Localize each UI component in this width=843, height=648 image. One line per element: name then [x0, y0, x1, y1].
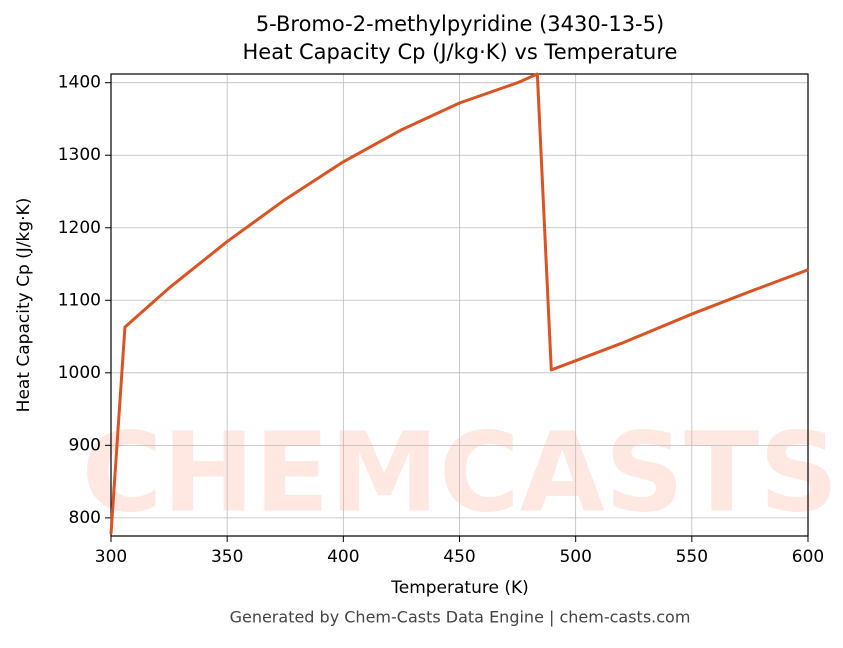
x-tick-label: 300 [95, 547, 127, 567]
x-tick-label: 550 [676, 547, 708, 567]
x-tick-label: 450 [443, 547, 475, 567]
x-tick-label: 400 [327, 547, 359, 567]
y-tick-label: 1200 [58, 218, 101, 238]
watermark: CHEMCASTS [82, 408, 839, 536]
plot-frame [110, 73, 809, 537]
y-tick-label: 800 [69, 508, 101, 528]
chart-title: 5-Bromo-2-methylpyridine (3430-13-5) [256, 12, 664, 36]
y-tick-label: 1000 [58, 363, 101, 383]
y-tick-label: 900 [69, 435, 101, 455]
x-axis-label: Temperature (K) [390, 578, 529, 598]
data-line [109, 72, 809, 534]
y-tick-label: 1100 [58, 290, 101, 310]
chart-subtitle: Heat Capacity Cp (J/kg·K) vs Temperature [243, 40, 678, 64]
x-tick-label: 350 [211, 547, 243, 567]
x-tick-label: 600 [792, 547, 824, 567]
y-axis-label: Heat Capacity Cp (J/kg·K) [14, 198, 34, 413]
y-tick-label: 1300 [58, 145, 101, 165]
footer: Generated by Chem-Casts Data Engine | ch… [230, 608, 691, 627]
y-tick-label: 1400 [58, 73, 101, 93]
x-tick-label: 500 [559, 547, 591, 567]
